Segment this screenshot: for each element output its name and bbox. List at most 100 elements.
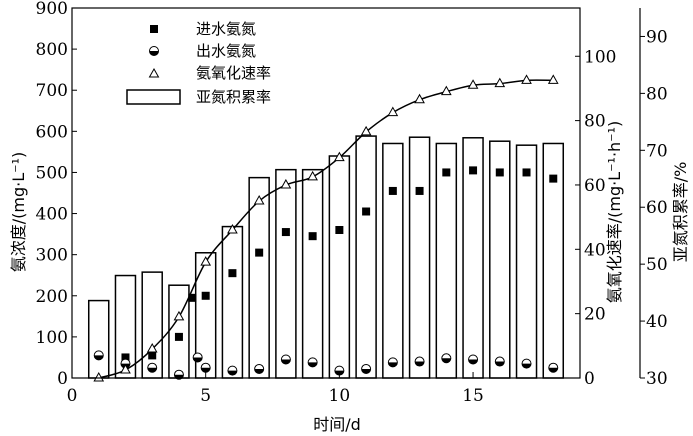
y-right1-tick-label: 100 xyxy=(584,47,616,67)
legend-square-marker xyxy=(150,25,158,33)
inflow-ammonia-point xyxy=(281,228,290,237)
plot-border xyxy=(71,7,581,379)
y-right2-axis-label: 亚氮积累率/% xyxy=(671,162,690,263)
x-tick-label: 5 xyxy=(200,386,211,406)
outflow-ammonia-point-fill xyxy=(193,357,203,362)
y-right2-tick-label: 70 xyxy=(646,141,668,161)
y-right2-tick-label: 60 xyxy=(646,198,668,218)
inflow-ammonia-point xyxy=(335,226,344,234)
inflow-ammonia-point xyxy=(228,269,237,278)
legend-label: 进水氨氮 xyxy=(196,20,256,38)
bar xyxy=(435,142,458,379)
inflow-ammonia-point xyxy=(308,232,317,241)
inflow-ammonia-point xyxy=(522,168,531,177)
rate-point xyxy=(387,106,399,117)
bar xyxy=(489,140,511,379)
rate-point xyxy=(146,343,158,353)
legend-half-circle-fill xyxy=(149,51,159,56)
inflow-ammonia-point xyxy=(495,168,504,177)
legend-label: 氨氧化速率 xyxy=(196,64,271,82)
y-left-tick-label: 0 xyxy=(57,369,68,389)
marker-group xyxy=(93,74,559,382)
outflow-ammonia-point-fill xyxy=(522,363,532,369)
y-right2-tick-label: 80 xyxy=(646,84,668,104)
y-right1-axis-label: 氨氧化速率/(mg·L⁻¹·h⁻¹) xyxy=(605,121,624,304)
inflow-ammonia-point xyxy=(121,353,130,362)
y-right1-tick-label: 80 xyxy=(584,112,606,132)
y-left-tick-label: 400 xyxy=(36,205,68,225)
outflow-ammonia-point-fill xyxy=(308,362,318,367)
inflow-ammonia-point xyxy=(549,174,558,183)
bar xyxy=(301,168,324,379)
bar xyxy=(87,299,110,379)
outflow-ammonia-point-fill xyxy=(548,367,558,373)
inflow-ammonia-point xyxy=(148,351,157,360)
bar xyxy=(221,225,244,379)
outflow-ammonia-point-fill xyxy=(415,361,425,367)
bar xyxy=(328,155,351,379)
plot-frame xyxy=(71,7,641,379)
y-right1-tick-label: 0 xyxy=(584,369,595,389)
outflow-ammonia-point-fill xyxy=(147,367,157,373)
rate-point xyxy=(120,363,131,374)
rate-line-group xyxy=(98,79,554,379)
inflow-ammonia-point xyxy=(362,207,371,216)
rate-point xyxy=(253,195,265,205)
y-right1-tick-label: 60 xyxy=(584,176,606,196)
outflow-ammonia-point-fill xyxy=(227,370,237,376)
legend-triangle-marker xyxy=(148,67,160,78)
inflow-ammonia-point xyxy=(188,293,197,302)
rate-point xyxy=(467,79,479,89)
rate-point xyxy=(93,371,105,382)
rate-point xyxy=(360,125,372,136)
outflow-ammonia-point-fill xyxy=(281,359,291,365)
y-left-tick-label: 900 xyxy=(36,0,68,19)
bar xyxy=(141,271,163,379)
rate-fit-line xyxy=(98,79,554,379)
y-right2-tick-label: 50 xyxy=(646,255,668,275)
bar xyxy=(382,142,404,379)
inflow-ammonia-point xyxy=(174,332,183,341)
x-tick-label: 0 xyxy=(67,386,78,406)
inflow-ammonia-point xyxy=(469,166,478,175)
bar xyxy=(515,144,538,379)
legend-label: 亚氮积累率 xyxy=(196,88,271,106)
y-right2-tick-label: 40 xyxy=(646,312,668,332)
rate-point xyxy=(227,223,238,234)
y-right2-tick-label: 30 xyxy=(646,369,668,389)
rate-point xyxy=(334,151,345,162)
x-tick-label: 10 xyxy=(329,386,351,406)
inflow-ammonia-point xyxy=(388,186,397,195)
y-left-tick-label: 100 xyxy=(36,328,68,348)
outflow-ammonia-point-fill xyxy=(94,355,104,360)
y-left-tick-label: 300 xyxy=(36,246,68,266)
y-right2-tick-label: 90 xyxy=(646,27,668,47)
bar xyxy=(275,168,297,379)
rate-point xyxy=(440,85,452,96)
y-left-tick-label: 600 xyxy=(36,122,68,142)
legend-label: 出水氨氮 xyxy=(196,42,256,60)
outflow-ammonia-point-fill xyxy=(201,367,211,373)
y-right1-tick-label: 20 xyxy=(584,305,606,325)
rate-point xyxy=(414,93,425,104)
inflow-ammonia-point xyxy=(255,248,264,257)
bar xyxy=(168,284,190,379)
y-left-axis-label: 氨浓度/(mg·L⁻¹) xyxy=(9,152,28,272)
legend-bar-marker xyxy=(126,89,181,105)
inflow-ammonia-point xyxy=(415,186,424,195)
x-tick-label: 15 xyxy=(462,386,484,406)
rate-point xyxy=(494,77,506,88)
rate-point xyxy=(521,74,532,84)
rate-point xyxy=(200,256,212,266)
y-left-tick-label: 200 xyxy=(36,287,68,307)
outflow-ammonia-point-fill xyxy=(441,358,451,363)
rate-point xyxy=(280,178,292,189)
outflow-ammonia-point-fill xyxy=(254,368,264,374)
outflow-ammonia-point-fill xyxy=(388,362,398,367)
outflow-ammonia-point-fill xyxy=(361,368,371,374)
rate-point xyxy=(307,170,318,181)
x-axis-label: 时间/d xyxy=(313,415,361,434)
y-left-tick-label: 500 xyxy=(36,163,68,183)
outflow-ammonia-point-fill xyxy=(495,361,505,367)
